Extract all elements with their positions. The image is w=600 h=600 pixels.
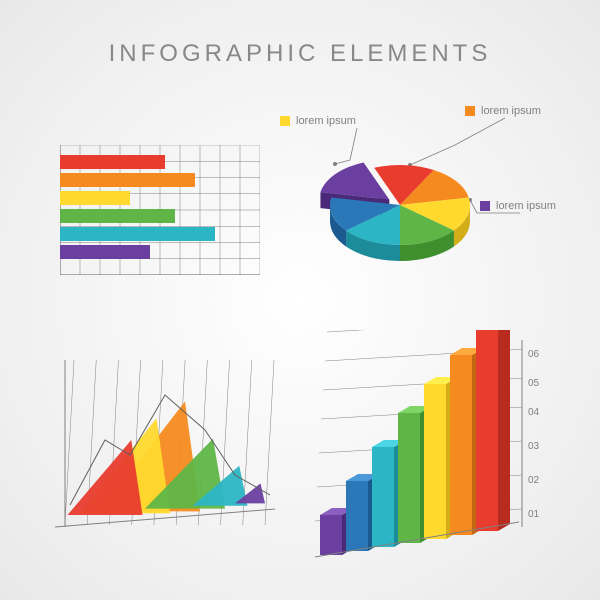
hbar-4 — [60, 227, 215, 241]
pie-body — [315, 160, 505, 280]
svg-text:07: 07 — [528, 330, 540, 331]
bar-3d-chart: 01 02 03 04 05 06 07 — [300, 330, 580, 570]
bar3d-body: 01 02 03 04 05 06 07 — [300, 330, 580, 570]
pie-label-1: lorem ipsum — [465, 105, 541, 117]
page-title: INFOGRAPHIC ELEMENTS — [0, 40, 600, 68]
svg-text:04: 04 — [528, 407, 540, 418]
svg-text:02: 02 — [528, 475, 540, 486]
horizontal-bar-chart — [60, 145, 260, 275]
svg-text:03: 03 — [528, 441, 540, 452]
svg-text:06: 06 — [528, 349, 540, 360]
tri-body — [55, 340, 285, 540]
pie-label-0: lorem ipsum — [280, 115, 356, 127]
pie-chart: lorem ipsumlorem ipsumlorem ipsum — [295, 115, 575, 295]
hbar-1 — [60, 173, 195, 187]
svg-text:01: 01 — [528, 509, 540, 520]
triangle-area-chart — [55, 340, 285, 540]
hbar-0 — [60, 155, 165, 169]
pie-label-2: lorem ipsum — [480, 200, 556, 212]
hbar-5 — [60, 245, 150, 259]
svg-text:05: 05 — [528, 378, 540, 389]
hbar-2 — [60, 191, 130, 205]
hbar-3 — [60, 209, 175, 223]
